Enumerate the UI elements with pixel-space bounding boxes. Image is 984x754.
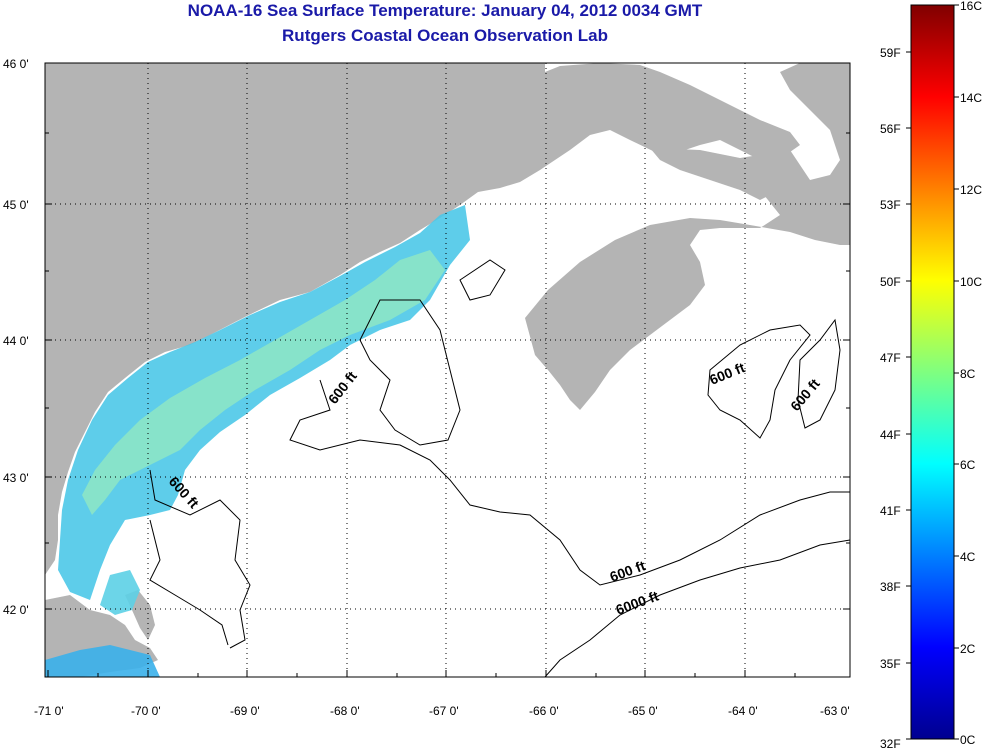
sst-patch-south <box>45 645 160 677</box>
lon-label-69: -69 0' <box>230 704 260 718</box>
lon-label-71: -71 0' <box>34 704 64 718</box>
longitude-ticks <box>47 670 796 677</box>
lon-label-67: -67 0' <box>429 704 459 718</box>
colorbar-label-f: 47F <box>880 351 901 365</box>
map-border <box>44 62 851 678</box>
lon-label-64: -64 0' <box>728 704 758 718</box>
lon-label-63: -63 0' <box>820 704 850 718</box>
lat-label-45: 45 0' <box>3 198 29 212</box>
colorbar-label-c: 12C <box>960 183 982 197</box>
colorbar-label-c: 8C <box>960 367 976 381</box>
colorbar-label-f: 35F <box>880 657 901 671</box>
colorbar-label-c: 4C <box>960 550 976 564</box>
colorbar-label-f: 32F <box>880 737 901 751</box>
colorbar <box>910 4 955 740</box>
lat-label-44: 44 0' <box>3 334 29 348</box>
land-new-brunswick-north <box>650 148 810 200</box>
map-title: NOAA-16 Sea Surface Temperature: January… <box>187 1 703 20</box>
bathymetry-contours <box>149 259 850 677</box>
land-mainland <box>45 63 800 575</box>
colorbar-label-f: 53F <box>880 198 901 212</box>
colorbar-label-f: 41F <box>880 504 901 518</box>
contour-600ft-gulf <box>149 469 251 649</box>
contour-6000ft <box>544 539 850 677</box>
colorbar-label-f: 59F <box>880 46 901 60</box>
sst-band-warm <box>82 250 445 515</box>
lon-label-65: -65 0' <box>628 704 658 718</box>
map-subtitle: Rutgers Coastal Ocean Observation Lab <box>282 26 608 45</box>
lat-label-46: 46 0' <box>3 57 29 71</box>
lat-label-42: 42 0' <box>3 603 29 617</box>
land-nova-scotia <box>525 63 850 410</box>
contour-600ft-islands <box>459 259 506 301</box>
contour-600ft-georges <box>359 299 461 446</box>
latitude-ticks <box>45 62 850 610</box>
colorbar-label-c: 16C <box>960 0 982 13</box>
colorbar-label-c: 2C <box>960 642 976 656</box>
colorbar-label-c: 14C <box>960 91 982 105</box>
contour-600ft-basin <box>289 379 850 586</box>
colorbar-label-f: 44F <box>880 428 901 442</box>
contour-600ft-scotian-b <box>797 318 841 429</box>
lon-label-66: -66 0' <box>529 704 559 718</box>
colorbar-label-f: 50F <box>880 275 901 289</box>
lon-label-68: -68 0' <box>330 704 360 718</box>
colorbar-label-c: 10C <box>960 275 982 289</box>
colorbar-label-f: 56F <box>880 122 901 136</box>
sst-patch-southwest <box>100 570 140 615</box>
lat-label-43: 43 0' <box>3 471 29 485</box>
contour-600ft-scotian-a <box>707 324 811 439</box>
colorbar-label-c: 0C <box>960 733 976 747</box>
colorbar-label-c: 6C <box>960 458 976 472</box>
lon-label-70: -70 0' <box>131 704 161 718</box>
colorbar-label-f: 38F <box>880 580 901 594</box>
map-grid <box>45 63 850 677</box>
colorbar-ticks <box>906 4 959 740</box>
